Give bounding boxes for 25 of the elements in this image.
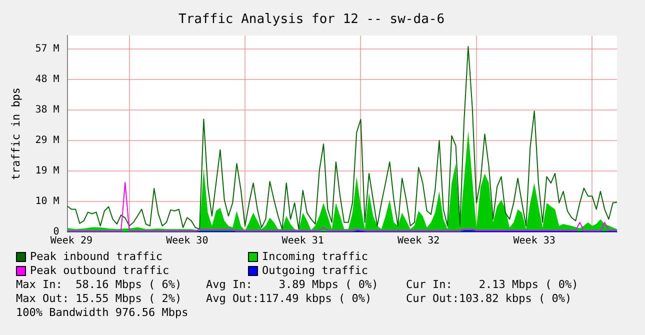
- y-tick-label: 48 M: [35, 74, 60, 86]
- y-tick-label: 0: [53, 226, 60, 238]
- legend-label: Outgoing traffic: [262, 264, 368, 277]
- text: Cur In: 2.13 Mbps ( 0%): [406, 278, 580, 291]
- y-tick-label: 19 M: [35, 166, 60, 177]
- y-tick-label: 38 M: [35, 104, 60, 116]
- text: Max In: 58.16 Mbps ( 6%): [16, 278, 183, 291]
- text: Avg Out:117.49 kbps ( 0%): [206, 292, 373, 305]
- y-axis-title: traffic in bps: [9, 87, 22, 180]
- legend-label: Peak outbound traffic: [30, 264, 170, 277]
- text: Cur Out:103.82 kbps ( 0%): [406, 292, 573, 305]
- x-tick-label: Week 31: [282, 236, 324, 247]
- x-tick-label: Week 29: [50, 236, 92, 247]
- y-tick-label: 57 M: [35, 44, 60, 55]
- x-tick-label: Week 33: [513, 236, 556, 247]
- chart-title: Traffic Analysis for 12 -- sw-da-6: [178, 12, 445, 28]
- text: 100% Bandwidth 976.56 Mbps: [16, 306, 190, 319]
- y-tick-label: 29 M: [35, 135, 60, 146]
- text: Avg In: 3.89 Mbps ( 0%): [206, 278, 380, 291]
- x-tick-label: Week 32: [398, 236, 440, 247]
- y-tick-label: 10 M: [35, 196, 60, 208]
- legend-label: Incoming traffic: [262, 250, 368, 263]
- text: Max Out: 15.55 Mbps ( 2%): [16, 292, 183, 305]
- legend-label: Peak inbound traffic: [30, 250, 162, 263]
- x-tick-label: Week 30: [166, 236, 208, 247]
